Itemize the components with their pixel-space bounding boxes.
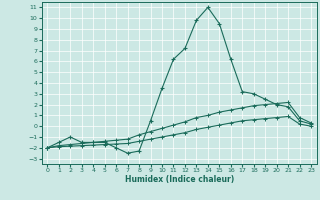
X-axis label: Humidex (Indice chaleur): Humidex (Indice chaleur) bbox=[124, 175, 234, 184]
